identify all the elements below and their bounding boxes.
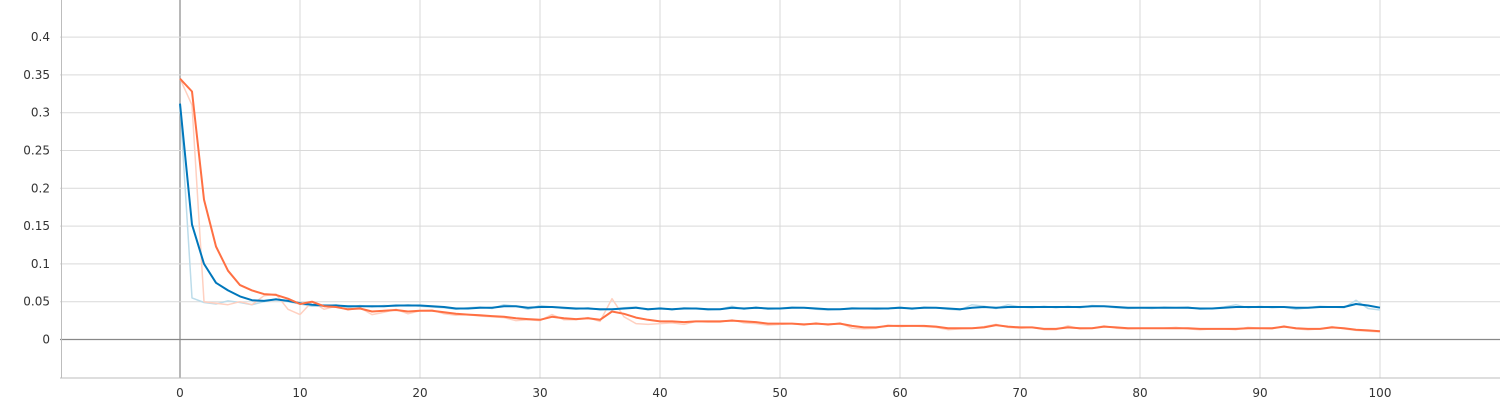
y-tick-label: 0.4 [31,30,50,44]
x-tick-label: 70 [1012,386,1027,400]
y-tick-label: 0.3 [31,106,50,120]
x-tick-label: 20 [412,386,427,400]
grid-layer [60,0,1500,378]
y-tick-label: 0.05 [23,295,50,309]
axis-layer [60,0,1500,379]
series-0-line[interactable] [179,103,1381,311]
x-tick-label: 10 [292,386,307,400]
y-tick-label: 0.1 [31,257,50,271]
tick-label-layer: 0 10 20 30 40 50 60 70 80 90 100 0 0.05 0.1 0.15 0.2 0.2… [23,30,1391,400]
series-1-line[interactable] [179,78,1381,333]
x-tick-label: 60 [892,386,907,400]
x-tick-label: 90 [1252,386,1267,400]
y-tick-label: 0.2 [31,181,50,195]
y-tick-label: 0.15 [23,219,50,233]
x-tick-label: 50 [772,386,787,400]
y-tick-label: 0 [42,333,50,347]
series-layer [179,78,1381,333]
y-tick-label: 0.35 [23,68,50,82]
x-tick-label: 100 [1369,386,1392,400]
x-tick-label: 80 [1132,386,1147,400]
x-tick-label: 40 [652,386,667,400]
x-tick-label: 30 [532,386,547,400]
y-tick-label: 0.25 [23,144,50,158]
x-tick-label: 0 [176,386,184,400]
